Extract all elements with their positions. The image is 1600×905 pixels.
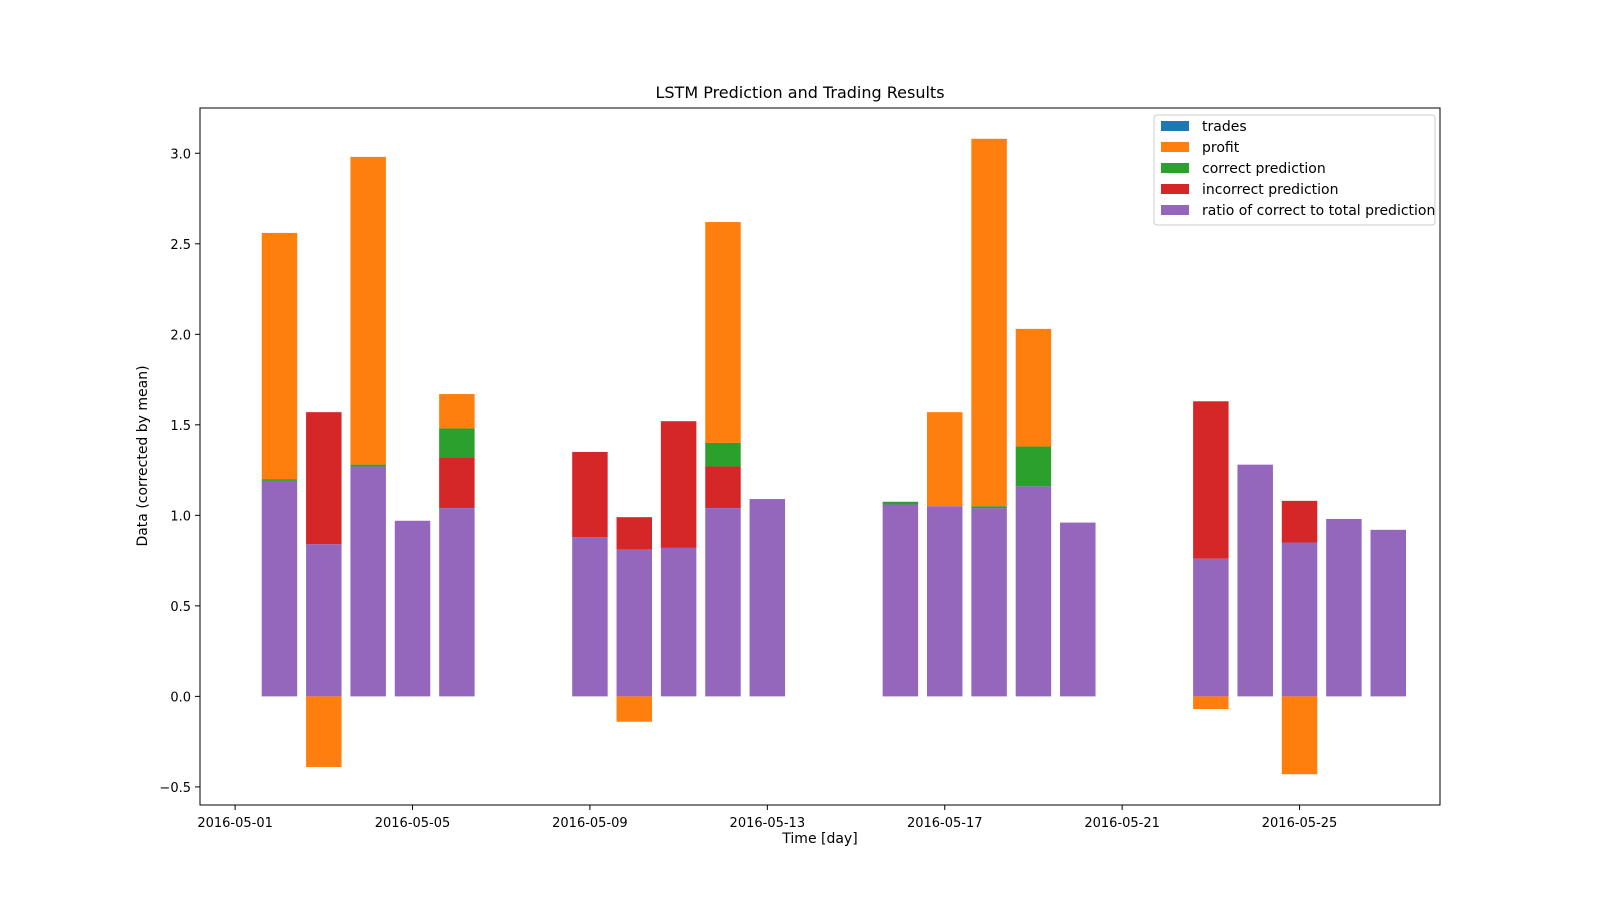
bar-ratio-of-correct-to-total-prediction [705,508,741,697]
y-tick-label: 1.0 [170,509,191,524]
bar-profit [306,696,342,767]
legend-label-ratio-of-correct-to-total-prediction: ratio of correct to total prediction [1202,203,1435,219]
bar-ratio-of-correct-to-total-prediction [350,466,386,697]
legend-swatch-incorrect-prediction [1161,184,1189,194]
bar-incorrect-prediction [572,451,608,538]
bar-incorrect-prediction [439,457,475,509]
x-axis: 2016-05-01 2016-05-05 2016-05-09 2016-05-13… [197,805,1337,831]
bar-incorrect-prediction [306,412,342,545]
x-tick-label: 2016-05-17 [907,816,983,831]
y-axis: −0.5 0.0 0.5 1.0 1.5 2.0 2.5 3.0 [159,147,200,796]
legend-label-correct-prediction: correct prediction [1202,161,1326,177]
bar-ratio-of-correct-to-total-prediction [1281,542,1318,697]
bar-ratio-of-correct-to-total-prediction [1326,518,1362,697]
y-tick-label: −0.5 [159,781,191,796]
bar-correct-prediction [350,464,386,467]
bar-profit [616,696,653,722]
bar-ratio-of-correct-to-total-prediction [971,508,1007,697]
bar-correct-prediction [1015,446,1052,487]
y-tick-label: 3.0 [170,147,191,162]
x-tick-label: 2016-05-01 [197,816,273,831]
bar-ratio-of-correct-to-total-prediction [927,506,963,697]
legend-label-trades: trades [1202,119,1247,135]
y-tick-label: 2.5 [170,238,191,253]
bar-incorrect-prediction [616,517,653,550]
bar-profit [439,394,475,429]
bar-incorrect-prediction [705,466,741,509]
y-tick-label: 0.5 [170,600,191,615]
bar-ratio-of-correct-to-total-prediction [1193,558,1229,697]
legend: trades profit correct prediction incorrect … [1153,114,1436,226]
bar-ratio-of-correct-to-total-prediction [882,504,919,697]
bar-profit [1281,696,1318,775]
x-tick-label: 2016-05-05 [375,816,451,831]
bar-ratio-of-correct-to-total-prediction [616,549,653,697]
legend-swatch-correct-prediction [1161,163,1189,173]
legend-label-profit: profit [1202,140,1240,156]
bar-incorrect-prediction [660,421,697,548]
bar-ratio-of-correct-to-total-prediction [1237,464,1273,697]
x-tick-label: 2016-05-13 [730,816,806,831]
bar-profit [1193,696,1229,710]
bar-correct-prediction [705,442,741,467]
bar-ratio-of-correct-to-total-prediction [749,499,786,697]
y-axis-label: Data (corrected by mean) [135,365,151,546]
bar-profit [927,412,963,507]
x-axis-label: Time [day] [781,831,857,847]
bar-ratio-of-correct-to-total-prediction [394,520,431,697]
bar-ratio-of-correct-to-total-prediction [572,537,608,697]
bar-profit [971,138,1007,507]
bar-ratio-of-correct-to-total-prediction [306,544,342,697]
plot-area-frame [199,107,1441,806]
legend-swatch-ratio-of-correct-to-total-prediction [1161,205,1189,215]
bar-profit [705,222,741,443]
bars-layer [261,138,1406,775]
bar-correct-prediction [261,479,298,481]
bar-ratio-of-correct-to-total-prediction [1370,529,1406,697]
bar-ratio-of-correct-to-total-prediction [1060,522,1096,697]
x-tick-label: 2016-05-25 [1262,816,1338,831]
legend-swatch-trades [1161,121,1189,131]
bar-ratio-of-correct-to-total-prediction [660,547,697,697]
y-tick-label: 0.0 [170,690,191,705]
bar-incorrect-prediction [1193,401,1229,559]
bar-correct-prediction [439,428,475,458]
bar-ratio-of-correct-to-total-prediction [261,480,298,697]
legend-swatch-profit [1161,142,1189,152]
bar-ratio-of-correct-to-total-prediction [439,508,475,697]
y-tick-label: 1.5 [170,419,191,434]
legend-label-incorrect-prediction: incorrect prediction [1202,182,1338,198]
bar-profit [350,156,386,465]
x-tick-label: 2016-05-21 [1084,816,1160,831]
bar-correct-prediction [882,501,919,505]
bar-profit [261,232,298,480]
bar-correct-prediction [971,506,1007,509]
bar-incorrect-prediction [1281,500,1318,543]
chart-title: LSTM Prediction and Trading Results [655,83,944,102]
x-tick-label: 2016-05-09 [552,816,628,831]
bar-ratio-of-correct-to-total-prediction [1015,486,1052,697]
y-tick-label: 2.0 [170,328,191,343]
bar-profit [1015,328,1052,447]
legend-frame [1153,114,1436,226]
